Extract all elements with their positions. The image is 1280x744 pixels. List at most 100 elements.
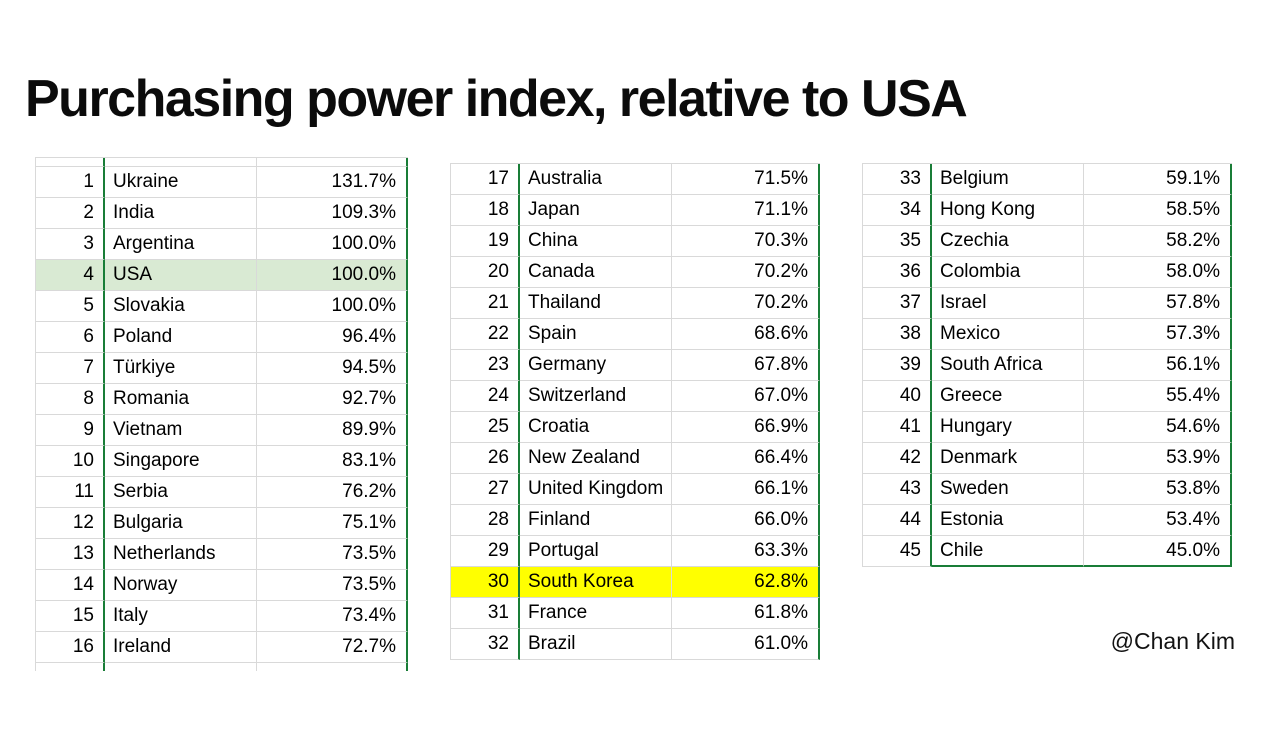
- rank-cell: 21: [450, 288, 520, 319]
- value-cell: 73.5%: [257, 570, 408, 601]
- country-cell: Ireland: [105, 632, 257, 663]
- country-cell: Estonia: [932, 505, 1084, 536]
- rank-cell: 36: [862, 257, 932, 288]
- table-row: 37 Israel 57.8%: [862, 288, 1232, 319]
- country-cell: Italy: [105, 601, 257, 632]
- rank-cell: 45: [862, 536, 932, 567]
- rank-cell: 26: [450, 443, 520, 474]
- table-row: 19 China 70.3%: [450, 226, 820, 257]
- country-cell: Thailand: [520, 288, 672, 319]
- rank-cell: 44: [862, 505, 932, 536]
- country-cell: France: [520, 598, 672, 629]
- rank-cell: 23: [450, 350, 520, 381]
- rank-cell: 12: [35, 508, 105, 539]
- rank-cell: 4: [35, 260, 105, 291]
- table-row: 5 Slovakia 100.0%: [35, 291, 408, 322]
- value-cell: 109.3%: [257, 198, 408, 229]
- rank-cell: 34: [862, 195, 932, 226]
- table-row: 40 Greece 55.4%: [862, 381, 1232, 412]
- table-row: 42 Denmark 53.9%: [862, 443, 1232, 474]
- rank-cell: 11: [35, 477, 105, 508]
- country-cell: Denmark: [932, 443, 1084, 474]
- table-row: 6 Poland 96.4%: [35, 322, 408, 353]
- rank-cell: 25: [450, 412, 520, 443]
- value-cell: 62.8%: [672, 567, 820, 598]
- table-row: 18 Japan 71.1%: [450, 195, 820, 226]
- table-row: 3 Argentina 100.0%: [35, 229, 408, 260]
- country-cell: Sweden: [932, 474, 1084, 505]
- country-cell: Brazil: [520, 629, 672, 660]
- table-row: 1 Ukraine 131.7%: [35, 167, 408, 198]
- country-cell: Israel: [932, 288, 1084, 319]
- rank-cell: 1: [35, 167, 105, 198]
- rank-cell: 6: [35, 322, 105, 353]
- value-cell: 58.0%: [1084, 257, 1232, 288]
- table-row: 45 Chile 45.0%: [862, 536, 1232, 567]
- value-cell: 61.8%: [672, 598, 820, 629]
- value-cell: 73.4%: [257, 601, 408, 632]
- cropped-row-sliver: [35, 663, 408, 671]
- country-cell: South Africa: [932, 350, 1084, 381]
- rank-cell: 32: [450, 629, 520, 660]
- ranking-table-3: 33 Belgium 59.1% 34 Hong Kong 58.5% 35 C…: [862, 163, 1232, 567]
- value-cell: 66.1%: [672, 474, 820, 505]
- value-cell: 67.0%: [672, 381, 820, 412]
- value-cell: 53.8%: [1084, 474, 1232, 505]
- rank-cell: 43: [862, 474, 932, 505]
- rank-cell: 24: [450, 381, 520, 412]
- value-cell: 70.2%: [672, 257, 820, 288]
- rank-cell: 29: [450, 536, 520, 567]
- country-cell: Singapore: [105, 446, 257, 477]
- value-cell: 83.1%: [257, 446, 408, 477]
- country-cell: Germany: [520, 350, 672, 381]
- table-row: 33 Belgium 59.1%: [862, 164, 1232, 195]
- country-cell: Spain: [520, 319, 672, 350]
- value-cell: 57.3%: [1084, 319, 1232, 350]
- country-cell: Hungary: [932, 412, 1084, 443]
- rank-cell: 8: [35, 384, 105, 415]
- value-cell: 59.1%: [1084, 164, 1232, 195]
- value-cell: 73.5%: [257, 539, 408, 570]
- country-cell: South Korea: [520, 567, 672, 598]
- table-row: 29 Portugal 63.3%: [450, 536, 820, 567]
- rank-cell: 27: [450, 474, 520, 505]
- table-row: 24 Switzerland 67.0%: [450, 381, 820, 412]
- value-cell: 70.2%: [672, 288, 820, 319]
- table-row: 11 Serbia 76.2%: [35, 477, 408, 508]
- value-cell: 56.1%: [1084, 350, 1232, 381]
- table-row: 27 United Kingdom 66.1%: [450, 474, 820, 505]
- rank-cell: 39: [862, 350, 932, 381]
- page-title: Purchasing power index, relative to USA: [25, 69, 968, 128]
- rank-cell: 20: [450, 257, 520, 288]
- rank-cell: 9: [35, 415, 105, 446]
- table-row: 12 Bulgaria 75.1%: [35, 508, 408, 539]
- rank-cell: 33: [862, 164, 932, 195]
- table-row: 22 Spain 68.6%: [450, 319, 820, 350]
- value-cell: 53.4%: [1084, 505, 1232, 536]
- table-row: 41 Hungary 54.6%: [862, 412, 1232, 443]
- country-cell: [105, 663, 257, 671]
- value-cell: 131.7%: [257, 167, 408, 198]
- value-cell: 63.3%: [672, 536, 820, 567]
- value-cell: 70.3%: [672, 226, 820, 257]
- table-row: 13 Netherlands 73.5%: [35, 539, 408, 570]
- value-cell: 57.8%: [1084, 288, 1232, 319]
- country-cell: Mexico: [932, 319, 1084, 350]
- rank-cell: 18: [450, 195, 520, 226]
- value-cell: 100.0%: [257, 260, 408, 291]
- value-cell: 66.0%: [672, 505, 820, 536]
- rank-cell: 16: [35, 632, 105, 663]
- value-cell: 71.5%: [672, 164, 820, 195]
- country-cell: Colombia: [932, 257, 1084, 288]
- value-cell: 58.2%: [1084, 226, 1232, 257]
- rank-cell: 41: [862, 412, 932, 443]
- value-cell: 67.8%: [672, 350, 820, 381]
- rank-cell: 2: [35, 198, 105, 229]
- ranking-table-1: 1 Ukraine 131.7% 2 India 109.3% 3 Argent…: [35, 157, 408, 671]
- value-cell: 75.1%: [257, 508, 408, 539]
- value-cell: 96.4%: [257, 322, 408, 353]
- country-cell: Chile: [932, 536, 1084, 567]
- country-cell: Türkiye: [105, 353, 257, 384]
- table-row: 26 New Zealand 66.4%: [450, 443, 820, 474]
